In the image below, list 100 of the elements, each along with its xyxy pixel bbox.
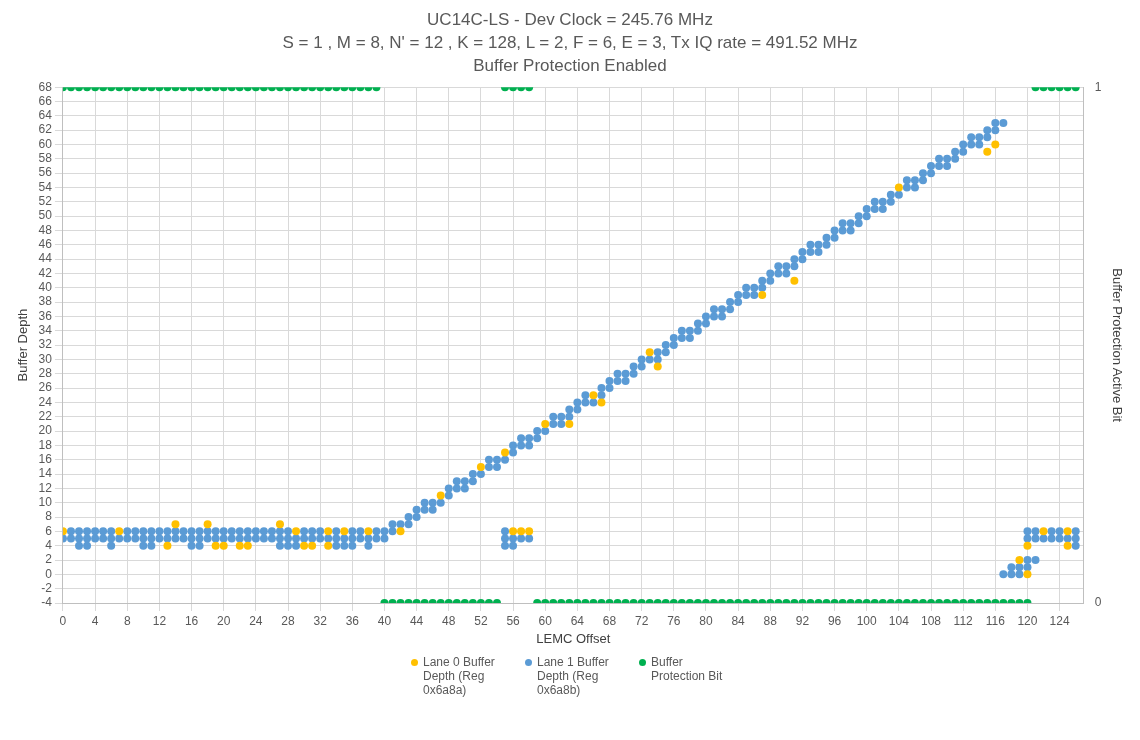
x-tick-label: 48 [442, 613, 456, 628]
y-tick-label: 46 [38, 237, 53, 252]
y-tick-label: 62 [38, 122, 53, 137]
x-tick-label: 72 [634, 613, 649, 628]
y-tick-label: 38 [38, 294, 53, 309]
y-tick-label: -4 [41, 595, 53, 610]
chart-subtitle: S = 1 , M = 8, N' = 12 , K = 128, L = 2, F = 6, E = 3, Tx IQ rate = 491.52 MHz [281, 32, 859, 54]
point [1063, 541, 1072, 550]
point [501, 448, 510, 457]
point [1023, 570, 1032, 579]
x-tick-label: 92 [795, 613, 810, 628]
legend-label: Lane 0 Buffer Depth (Reg 0x6a8a) [423, 655, 496, 697]
legend-label: Lane 1 Buffer Depth (Reg 0x6a8b) [537, 655, 610, 697]
y-tick-label: -2 [41, 580, 53, 595]
y-tick-label: 66 [38, 93, 53, 108]
x-tick-label: 104 [888, 613, 910, 628]
y-tick-label: 2 [45, 552, 53, 567]
y-tick-label: 8 [45, 509, 53, 524]
x-tick-label: 84 [731, 613, 746, 628]
x-axis-title: LEMC Offset [536, 630, 611, 646]
point [115, 527, 124, 536]
y-tick-label: 0 [45, 566, 53, 581]
x-tick-label: 56 [506, 613, 521, 628]
point [436, 491, 445, 500]
point [541, 419, 550, 428]
y-tick-label: 6 [45, 523, 53, 538]
y2-axis-title: Buffer Protection Active Bit [1109, 268, 1125, 423]
x-tick-label: 60 [538, 613, 553, 628]
x-tick-label: 68 [602, 613, 617, 628]
y-tick-label: 44 [38, 251, 53, 266]
x-tick-label: 44 [409, 613, 424, 628]
point [597, 398, 606, 407]
point [1015, 556, 1024, 565]
x-tick-label: 28 [281, 613, 295, 628]
y-tick-label: 22 [38, 409, 53, 424]
x-tick-label: 40 [377, 613, 392, 628]
y-tick-label: 30 [38, 351, 53, 366]
point [1023, 541, 1032, 550]
point [790, 276, 799, 285]
x-tick-label: 108 [921, 613, 942, 628]
x-tick-label: 52 [474, 613, 488, 628]
x-tick-label: 12 [152, 613, 167, 628]
x-tick-label: 112 [953, 613, 974, 628]
x-tick-label: 20 [217, 613, 231, 628]
y-tick-label: 54 [38, 179, 53, 194]
point [1039, 527, 1048, 536]
point [275, 520, 284, 529]
point [308, 541, 317, 550]
y-tick-label: 14 [38, 466, 53, 481]
y2-tick-label: 1 [1094, 79, 1102, 94]
point [324, 541, 333, 550]
y-tick-label: 48 [38, 222, 53, 237]
point [509, 527, 518, 536]
y-tick-label: 12 [38, 480, 53, 495]
y-tick-label: 56 [38, 165, 53, 180]
x-tick-label: 124 [1049, 613, 1070, 628]
y-tick-label: 4 [45, 538, 53, 552]
x-tick-label: 4 [91, 613, 99, 628]
y2-tick-label: 0 [1094, 595, 1102, 610]
chart-title: UC14C-LS - Dev Clock = 245.76 MHz [426, 9, 714, 31]
point [171, 520, 180, 529]
x-tick-label: 36 [345, 613, 360, 628]
point [340, 527, 349, 536]
y-tick-label: 68 [38, 79, 53, 94]
y-tick-label: 18 [38, 437, 53, 452]
point [364, 527, 373, 536]
y-tick-label: 28 [38, 366, 53, 381]
y-tick-label: 52 [38, 194, 53, 209]
point [292, 527, 301, 536]
point [163, 541, 172, 550]
x-tick-label: 96 [827, 613, 842, 628]
y-tick-label: 34 [38, 323, 53, 338]
point [589, 391, 598, 400]
x-tick-label: 76 [667, 613, 681, 628]
point [894, 183, 903, 192]
point [517, 527, 526, 536]
x-tick-label: 24 [249, 613, 263, 628]
x-tick-label: 120 [1017, 613, 1038, 628]
point [1063, 527, 1072, 536]
y-tick-label: 36 [38, 308, 53, 323]
point [219, 541, 228, 550]
x-tick-label: 16 [184, 613, 199, 628]
x-tick-label: 64 [570, 613, 585, 628]
y-tick-label: 20 [38, 423, 53, 438]
x-tick-label: 0 [59, 613, 67, 628]
y-tick-label: 16 [38, 452, 53, 467]
x-tick-label: 8 [123, 613, 131, 628]
point [476, 462, 485, 471]
y-axis-title: Buffer Depth [15, 308, 31, 382]
y-tick-label: 10 [38, 495, 53, 510]
y-tick-label: 42 [38, 265, 53, 280]
point [758, 290, 767, 299]
point [396, 527, 405, 536]
x-tick-label: 116 [985, 613, 1006, 628]
point [653, 362, 662, 371]
x-tick-label: 80 [699, 613, 713, 628]
legend-label: Buffer Protection Bit [651, 655, 724, 683]
text: Buffer Protection Enabled [472, 55, 668, 77]
y-tick-label: 24 [38, 394, 53, 409]
point [565, 419, 574, 428]
